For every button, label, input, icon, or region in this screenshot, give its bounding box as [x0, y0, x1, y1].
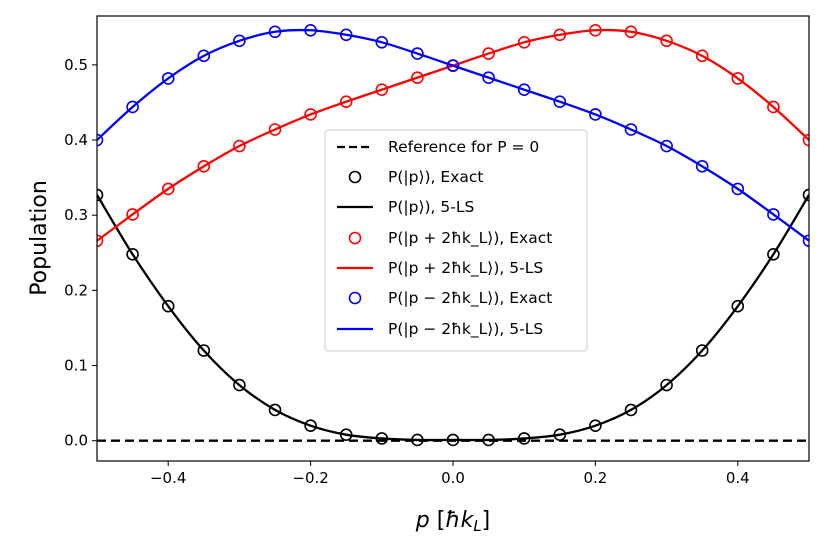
- plot-area: [97, 23, 809, 447]
- data-point-p-p-2-k-l-exact-13: [553, 95, 567, 108]
- data-point-p-p-2-k-l-exact-9: [411, 71, 424, 84]
- data-point-p-p-2-k-l-exact-16: [660, 139, 673, 153]
- data-point-p-p-exact-16: [660, 378, 673, 392]
- data-point-p-p-exact-2: [161, 299, 175, 313]
- data-point-p-p-exact-0: [97, 188, 104, 202]
- x-tick-label: 0.4: [726, 469, 750, 487]
- y-tick-label: 0.4: [64, 131, 88, 149]
- data-point-p-p-exact-9: [411, 433, 424, 447]
- legend-label-pplus-exact: P(|p + 2ħk_L⟩), Exact: [388, 229, 552, 248]
- data-point-p-p-exact-7: [339, 428, 353, 441]
- data-point-p-p-2-k-l-exact-20: [802, 234, 809, 248]
- x-axis-label: p [ħkL]: [415, 508, 491, 535]
- data-point-p-p-exact-13: [553, 428, 567, 441]
- legend-box: [324, 129, 588, 352]
- legend-label-reference: Reference for P = 0: [388, 138, 539, 156]
- legend-label-p-exact: P(|p⟩), Exact: [388, 168, 483, 186]
- data-point-p-p-exact-11: [482, 433, 495, 447]
- data-point-p-p-exact-15: [624, 403, 638, 417]
- data-point-p-p-exact-10: [446, 433, 460, 447]
- data-point-p-p-2-k-l-exact-0: [97, 234, 104, 248]
- legend-label-pminus-exact: P(|p − 2ħk_L⟩), Exact: [388, 289, 552, 308]
- data-point-p-p-2-k-l-exact-1: [126, 208, 139, 221]
- data-point-p-p-2-k-l-exact-5: [268, 123, 282, 136]
- legend: Reference for P = 0 P(|p⟩), Exact P(|p⟩)…: [324, 129, 588, 352]
- data-point-p-p-exact-18: [731, 299, 745, 313]
- data-point-p-p-exact-19: [767, 247, 780, 261]
- x-tick-label: −0.4: [150, 469, 186, 487]
- data-point-p-p-2-k-l-exact-11: [482, 47, 495, 60]
- data-point-p-p-2-k-l-exact-8: [375, 83, 389, 96]
- data-point-p-p-2-k-l-exact-7: [339, 28, 353, 42]
- y-tick-label: 0.3: [64, 206, 88, 224]
- data-point-p-p-exact-5: [268, 403, 282, 417]
- data-point-p-p-2-k-l-exact-5: [268, 25, 282, 39]
- x-tick-label: −0.2: [292, 469, 328, 487]
- y-tick-label: 0.1: [64, 357, 88, 375]
- data-point-p-p-2-k-l-exact-18: [731, 72, 745, 85]
- y-tick-label: 0.2: [64, 281, 88, 299]
- x-tick-label: 0.2: [583, 469, 607, 487]
- data-point-p-p-exact-12: [517, 432, 531, 445]
- series-line-2-p-p-5-ls: [97, 194, 809, 442]
- data-point-p-p-2-k-l-exact-12: [517, 36, 531, 49]
- data-point-p-p-2-k-l-exact-17: [695, 160, 709, 173]
- data-point-p-p-2-k-l-exact-2: [161, 72, 175, 85]
- y-axis-label: Population: [27, 180, 52, 296]
- data-point-p-p-exact-20: [802, 188, 809, 202]
- data-point-p-p-2-k-l-exact-9: [411, 47, 424, 60]
- data-point-p-p-2-k-l-exact-8: [375, 36, 389, 49]
- data-point-p-p-2-k-l-exact-6: [304, 108, 317, 121]
- legend-label-pplus-5ls: P(|p + 2ħk_L⟩), 5-LS: [388, 259, 543, 278]
- data-point-p-p-2-k-l-exact-7: [339, 95, 353, 108]
- data-point-p-p-2-k-l-exact-2: [161, 182, 175, 196]
- data-point-p-p-2-k-l-exact-4: [233, 34, 246, 48]
- legend-swatch-pplus-exact: [348, 231, 362, 245]
- legend-label-p-5ls: P(|p⟩), 5-LS: [388, 198, 474, 216]
- data-point-p-p-2-k-l-exact-13: [553, 28, 567, 42]
- data-point-p-p-exact-17: [695, 344, 709, 357]
- legend-label-pminus-5ls: P(|p − 2ħk_L⟩), 5-LS: [388, 320, 543, 339]
- data-point-p-p-exact-4: [233, 378, 246, 392]
- data-point-p-p-2-k-l-exact-14: [589, 108, 602, 121]
- data-point-p-p-2-k-l-exact-4: [233, 139, 246, 153]
- data-point-p-p-2-k-l-exact-16: [660, 34, 673, 48]
- data-point-p-p-2-k-l-exact-1: [126, 100, 139, 114]
- data-point-p-p-exact-8: [375, 432, 389, 445]
- data-point-p-p-2-k-l-exact-11: [482, 71, 495, 84]
- data-point-p-p-2-k-l-exact-0: [97, 133, 104, 147]
- data-point-p-p-exact-1: [126, 247, 139, 261]
- axis-ticks: −0.4 −0.2 0.0 0.2 0.4 0.0 0.1 0.2 0.3 0.4 0.5: [64, 56, 750, 487]
- data-point-p-p-exact-3: [197, 344, 211, 357]
- legend-swatch-p-exact: [348, 170, 362, 184]
- y-tick-label: 0.0: [64, 432, 88, 450]
- data-point-p-p-2-k-l-exact-19: [767, 208, 780, 221]
- data-point-p-p-2-k-l-exact-6: [304, 23, 317, 37]
- data-point-p-p-2-k-l-exact-10: [446, 59, 460, 72]
- data-point-p-p-2-k-l-exact-12: [517, 83, 531, 96]
- data-point-p-p-2-k-l-exact-19: [767, 100, 780, 114]
- x-tick-label: 0.0: [441, 469, 465, 487]
- data-point-p-p-2-k-l-exact-18: [731, 182, 745, 196]
- data-point-p-p-2-k-l-exact-20: [802, 133, 809, 147]
- data-point-p-p-2-k-l-exact-15: [624, 123, 638, 136]
- series-line-6-p-p-2-k-l-5-ls: [97, 28, 809, 242]
- data-point-p-p-2-k-l-exact-14: [589, 23, 602, 37]
- data-point-p-p-exact-14: [589, 419, 602, 432]
- legend-swatch-pminus-exact: [348, 291, 362, 305]
- y-tick-label: 0.5: [64, 56, 88, 74]
- data-point-p-p-exact-6: [304, 419, 317, 432]
- data-point-p-p-2-k-l-exact-17: [695, 49, 709, 63]
- data-point-p-p-2-k-l-exact-15: [624, 25, 638, 39]
- data-point-p-p-2-k-l-exact-3: [197, 160, 211, 173]
- data-point-p-p-2-k-l-exact-3: [197, 49, 211, 63]
